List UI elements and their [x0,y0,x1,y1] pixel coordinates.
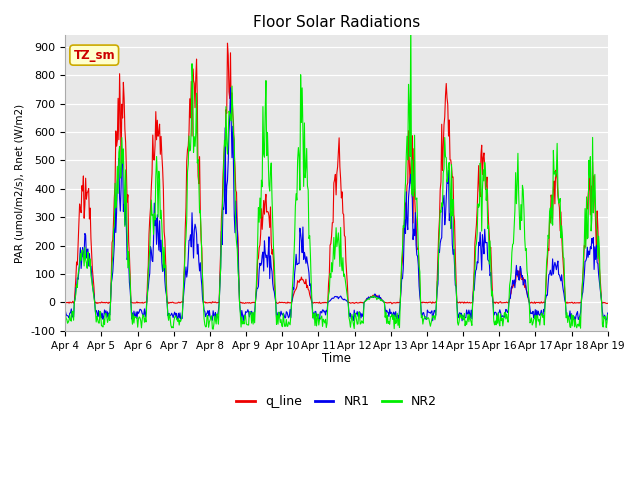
NR1 [227,85,234,91]
NR2 [407,12,415,17]
q_line [127,300,135,305]
NR2 [212,317,220,323]
X-axis label: Time: Time [322,352,351,365]
NR2 [209,326,217,332]
Line: NR2: NR2 [65,14,608,329]
q_line [182,205,190,211]
NR2 [420,316,428,322]
q_line [388,301,396,307]
Line: NR1: NR1 [65,88,608,321]
Legend: q_line, NR1, NR2: q_line, NR1, NR2 [232,390,442,413]
NR2 [182,234,190,240]
Text: TZ_sm: TZ_sm [74,48,115,61]
q_line [420,300,428,305]
NR2 [71,296,79,302]
NR1 [182,264,190,270]
q_line [61,300,69,306]
Y-axis label: PAR (umol/m2/s), Rnet (W/m2): PAR (umol/m2/s), Rnet (W/m2) [15,104,25,263]
q_line [604,300,612,306]
Line: q_line: q_line [65,43,608,304]
q_line [223,40,231,46]
NR2 [403,133,411,139]
q_line [404,180,412,185]
NR1 [61,308,69,313]
NR2 [604,312,612,318]
NR1 [419,310,427,316]
NR2 [127,300,135,305]
q_line [211,300,218,305]
NR1 [71,296,79,302]
Title: Floor Solar Radiations: Floor Solar Radiations [253,15,420,30]
NR1 [403,220,411,226]
NR2 [61,311,69,316]
NR1 [458,318,466,324]
NR1 [127,300,135,305]
NR1 [211,313,218,319]
NR1 [604,310,612,316]
q_line [71,288,79,293]
